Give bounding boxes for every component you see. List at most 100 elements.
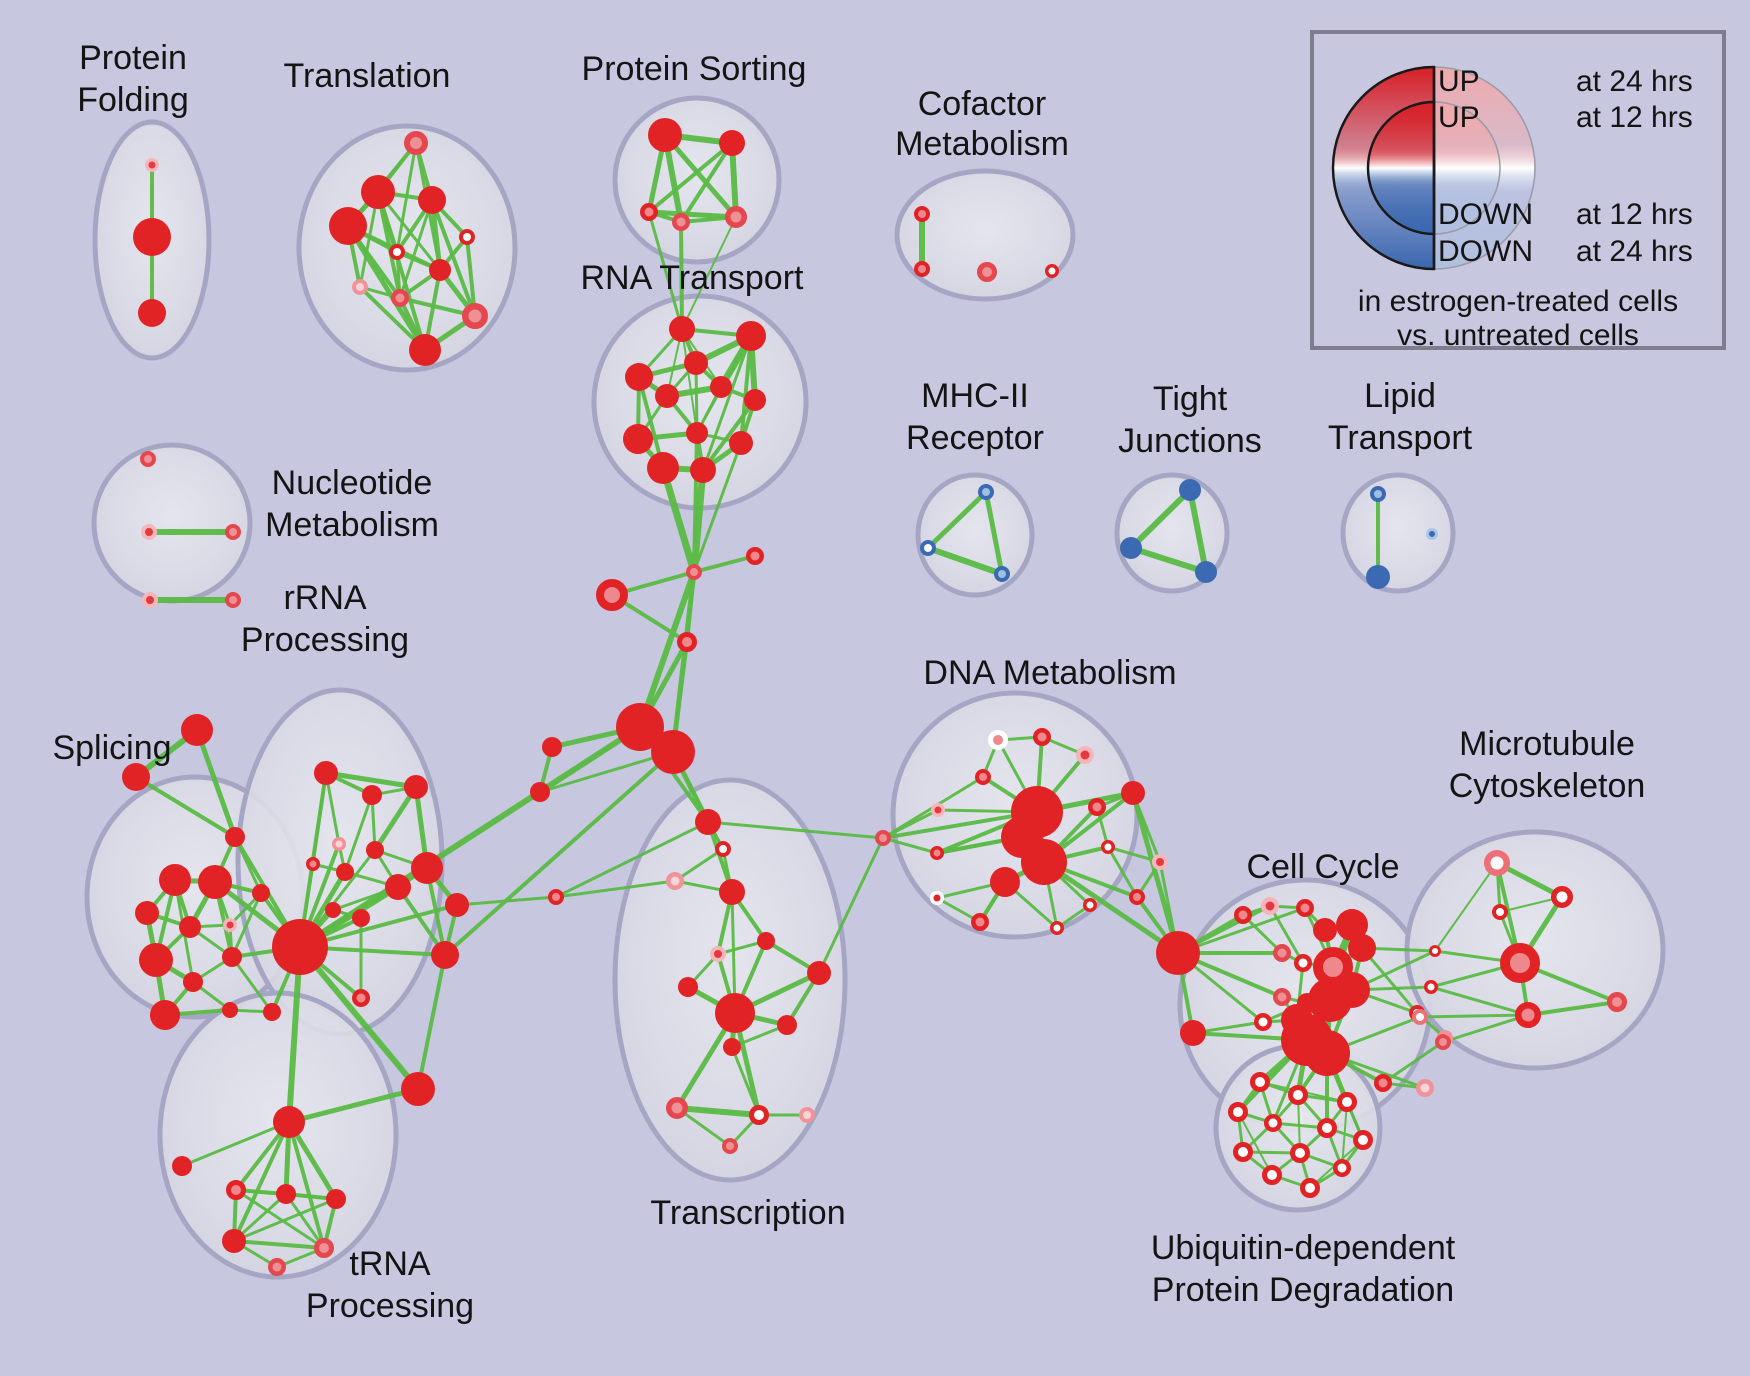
gene-node-s4 [725,206,747,228]
gene-node-d16 [1152,854,1168,870]
edge-t2-t9 [430,198,477,318]
gene-node-c2 [977,262,997,282]
gene-node-a11 [352,909,370,927]
gene-node-p4 [252,884,270,902]
edge-h5-a14 [443,750,675,957]
gene-node-y14 [1334,972,1370,1008]
gene-node-n4 [225,592,241,608]
gene-node-y4 [1336,909,1368,941]
gene-node-h1 [746,547,764,565]
edge-x3-x9 [730,890,737,1015]
gene-node-y11 [1254,1013,1272,1031]
edge-a0-a3 [324,771,341,846]
cluster-label-splicing-line1: Splicing [52,729,171,767]
cluster-label-protein-folding-line2: Folding [77,81,189,119]
gene-node-x2 [666,872,684,890]
edge-t1-t10 [376,190,427,352]
gene-node-x15 [722,1138,738,1154]
edge-q6-q7 [1418,1013,1530,1019]
gene-node-a7 [385,874,411,900]
gene-node-d4 [975,769,991,785]
edge-x12-x13 [674,1105,762,1118]
gene-node-y19 [1374,1074,1392,1092]
gene-node-a0 [314,761,338,785]
gene-node-r2 [684,351,708,375]
gene-node-y3 [1313,918,1337,942]
gene-node-u1 [172,1156,192,1176]
cluster-label-mhc-ii-receptor-line1: MHC-II [921,377,1029,415]
cluster-label-mhc-ii-receptor-line2: Receptor [906,419,1044,457]
legend-direction-2: UP [1438,101,1480,134]
edge-b0-y2 [1176,906,1307,955]
edge-a15-u0 [286,1086,421,1125]
gene-node-u0 [273,1106,305,1138]
gene-node-t7 [352,279,368,295]
gene-node-b1 [1180,1020,1206,1046]
gene-node-a8 [411,852,443,884]
cluster-label-dna-metabolism-line1: DNA Metabolism [923,654,1176,692]
cluster-label-microtubule-cytoskeleton-line2: Cytoskeleton [1449,767,1646,805]
gene-node-n0 [140,451,156,467]
edge-r10-h0 [659,464,698,576]
gene-node-n3 [142,592,158,608]
edge-s1-s2 [647,141,734,214]
gene-node-q1 [1551,886,1573,908]
gene-node-d17 [1129,889,1145,905]
gene-node-p6 [139,943,173,977]
cluster-bubble-lipid-transport [1340,472,1456,594]
gene-node-v8 [1290,1143,1310,1163]
gene-node-d19 [1050,921,1064,935]
gene-node-m0 [978,484,994,500]
gene-node-l0 [1370,486,1386,502]
gene-node-x9 [715,993,755,1033]
gene-node-u3 [276,1184,296,1204]
gene-node-g0 [181,714,213,746]
gene-node-p3 [179,916,201,938]
cluster-label-cofactor-metabolism-line2: Metabolism [895,125,1069,163]
gene-node-d1 [988,730,1008,750]
cluster-label-rrna-processing-line2: Processing [241,621,409,659]
edge-x7-d0 [817,836,885,975]
gene-node-h3 [677,632,697,652]
gene-node-a2 [404,775,428,799]
legend-box [1310,30,1726,350]
gene-node-q4 [1500,943,1540,983]
gene-node-a10 [325,902,341,918]
gene-node-q8 [1607,992,1627,1012]
gene-node-y9 [1273,988,1291,1006]
gene-node-pf1 [133,218,171,256]
edge-y19-q9 [1381,1040,1445,1085]
gene-node-x10 [777,1015,797,1035]
edge-r1-r9 [739,334,753,445]
edge-d11-b0 [1041,859,1181,956]
edge-x11-x13 [730,1045,761,1117]
nodes-layer [122,118,1627,1276]
edge-u3-u6 [284,1192,326,1250]
gene-node-v11 [1300,1178,1320,1198]
gene-node-d14 [1088,798,1106,816]
gene-node-a4 [306,857,320,871]
gene-node-t10 [409,334,441,366]
gene-node-d12 [990,867,1020,897]
gene-node-a12 [272,919,328,975]
gene-node-a3 [332,837,346,851]
legend-direction-3: DOWN [1438,198,1533,231]
edge-a9-x4 [455,895,558,907]
edge-t2-t8 [398,198,434,300]
gene-node-y1 [1261,897,1279,915]
gene-node-r1 [736,321,766,351]
cluster-label-tight-junctions-line1: Tight [1153,380,1228,418]
gene-node-x1 [715,841,731,857]
edge-h0-h1 [692,554,757,574]
edge-d0-d9 [881,810,1039,840]
labels-layer: Protein Folding Translation Protein Sorting… [52,39,1645,1325]
cluster-bubble-mhc-ii-receptor [915,472,1035,598]
cluster-label-ubiquitin-degradation-line1: Ubiquitin-dependent [1151,1229,1456,1267]
gene-node-c0 [914,206,930,222]
edge-p4-p7 [230,891,263,959]
gene-node-g2 [225,827,245,847]
gene-node-v0 [1250,1072,1270,1092]
gene-node-y8 [1348,934,1376,962]
legend-glyph-inner-right-12hrs [1433,101,1501,235]
gene-node-p0 [159,864,191,896]
